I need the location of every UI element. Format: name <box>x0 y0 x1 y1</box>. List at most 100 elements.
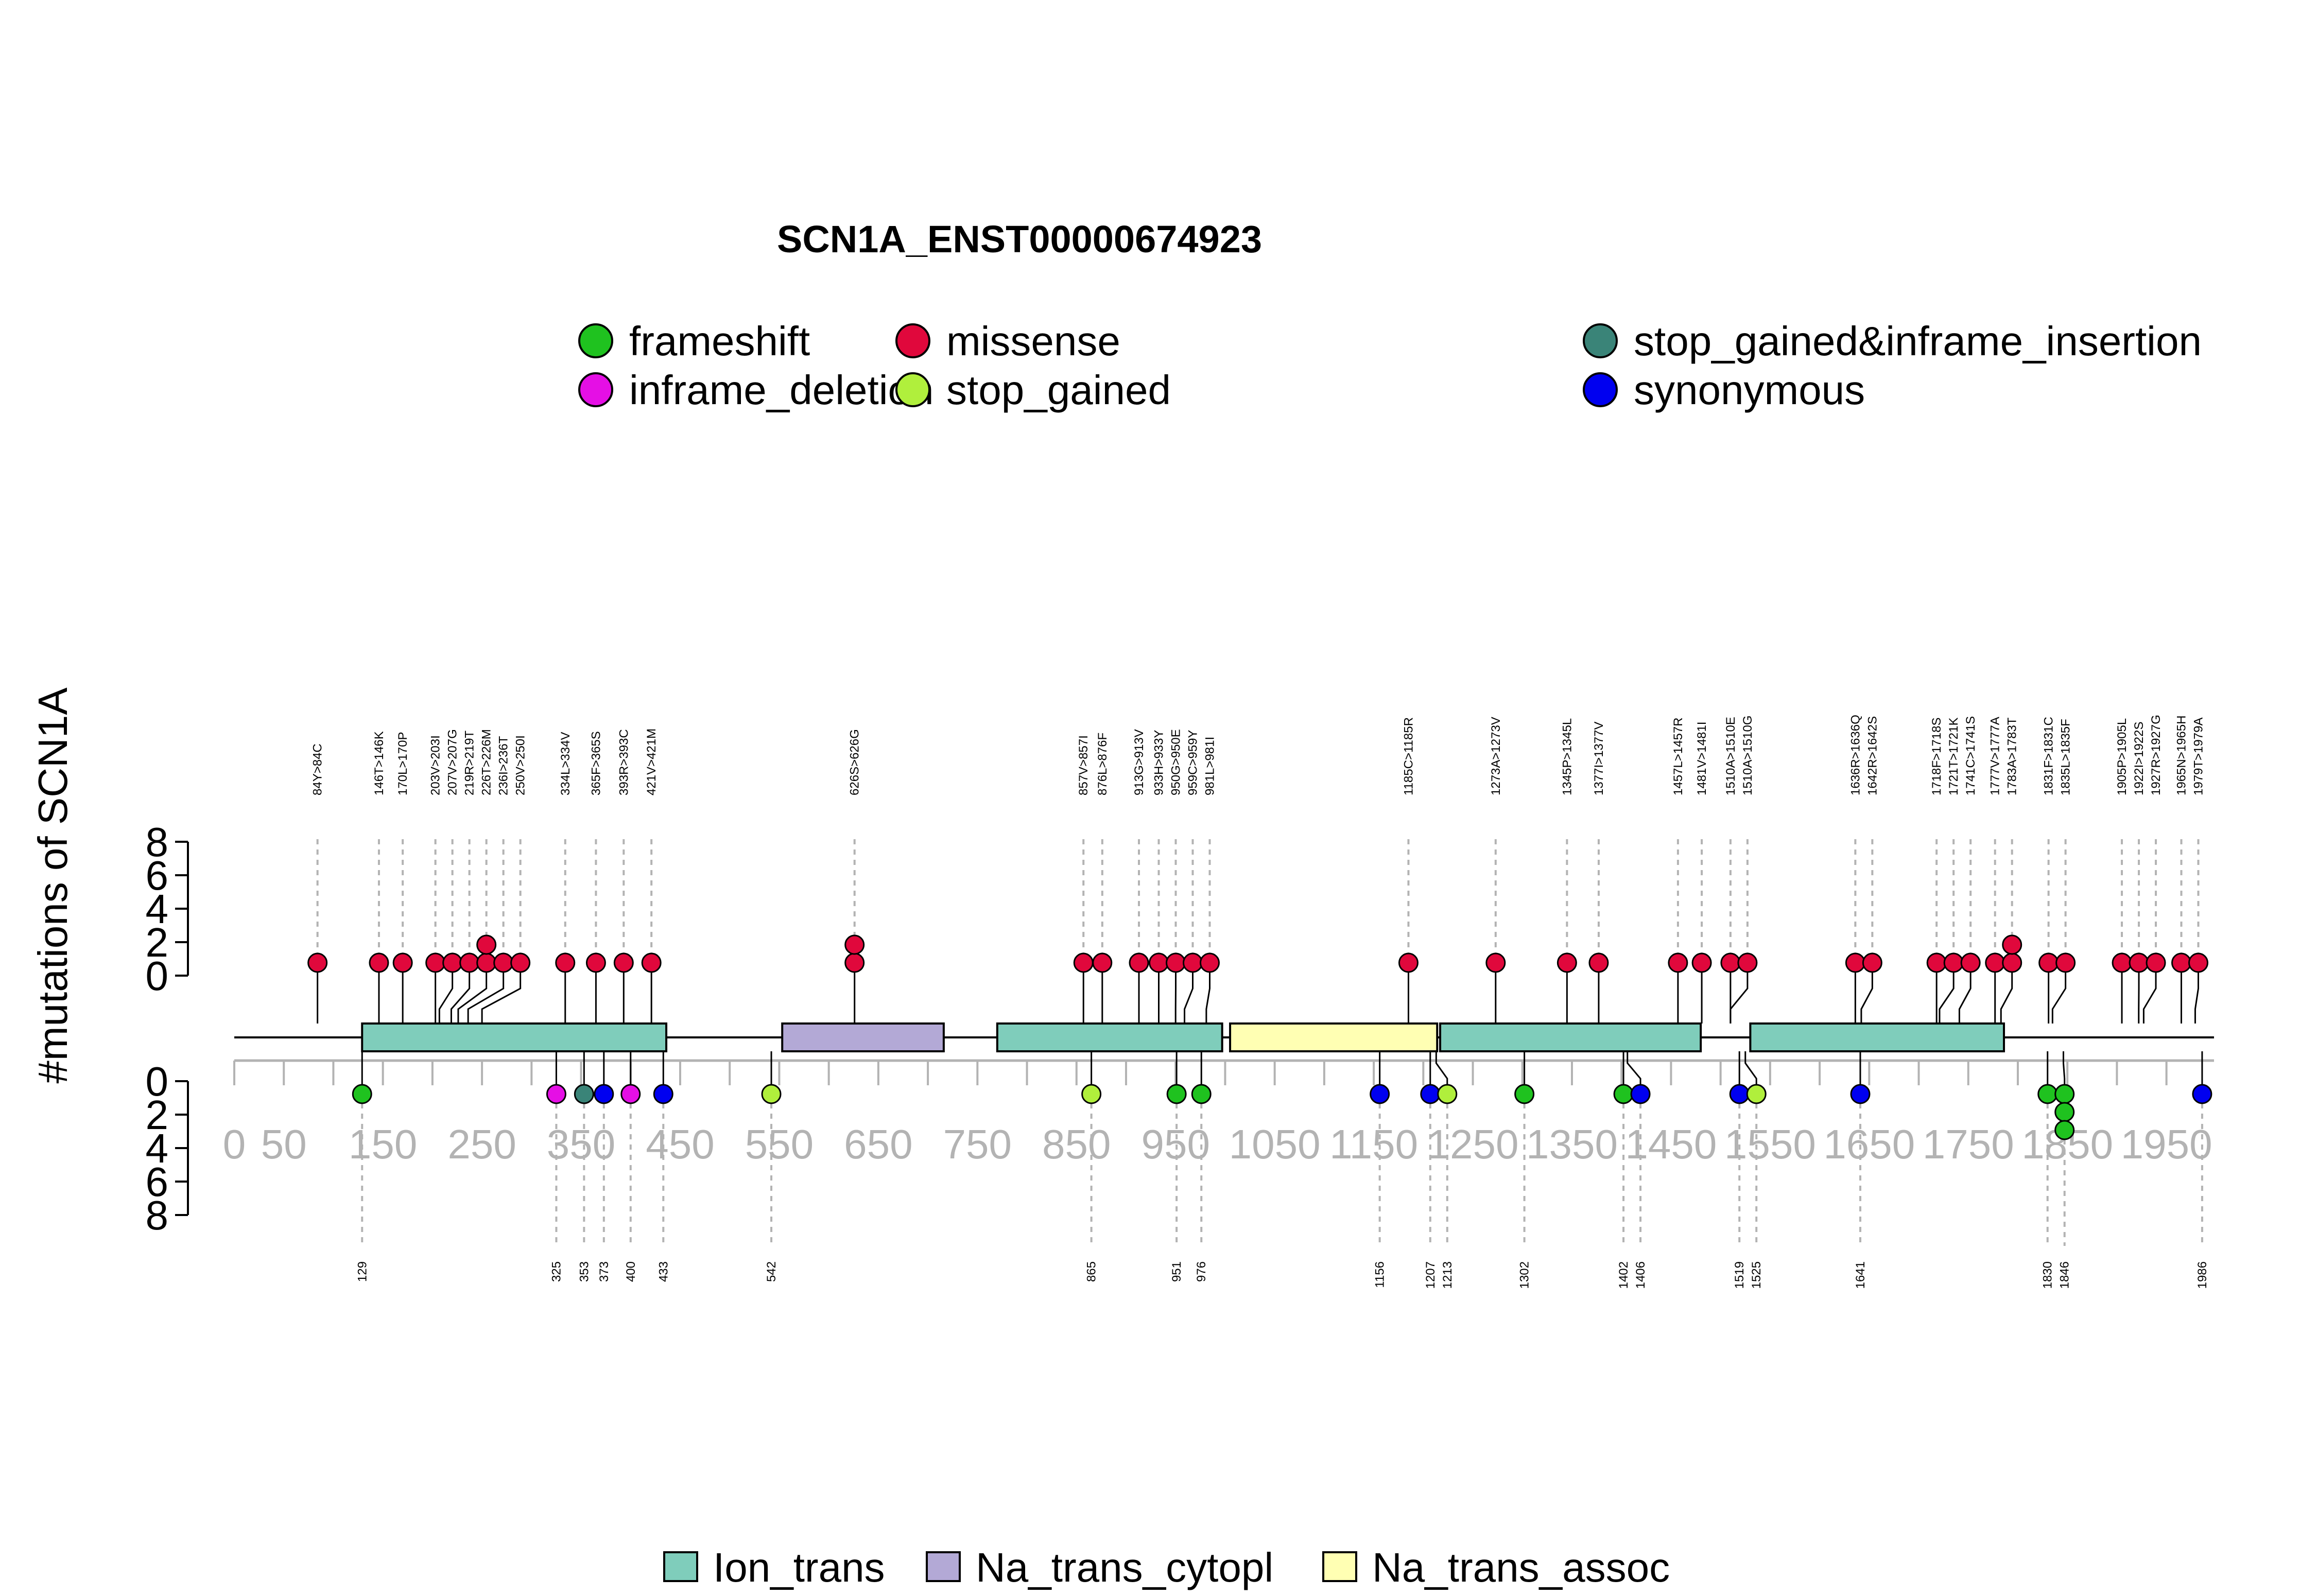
top-stick <box>450 963 471 1023</box>
bottom-mutation-point <box>2037 1084 2058 1104</box>
legend-label-1: inframe_deletion <box>629 367 933 413</box>
top-mutation-label: 421V>421M <box>645 728 659 795</box>
top-stick <box>1939 963 1955 1023</box>
bottom-mutation-label: 1302 <box>1518 1261 1532 1289</box>
top-mutation-label: 1831F>1831C <box>2042 717 2056 795</box>
bottom-mutation-point <box>574 1084 594 1104</box>
x-tick-label: 1750 <box>1923 1121 2014 1167</box>
top-mutation-point <box>1182 952 1203 973</box>
bottom-mutation-point <box>1729 1084 1750 1104</box>
top-mutation-label: 236I>236T <box>497 736 511 795</box>
x-tick-label: 650 <box>844 1121 912 1167</box>
top-mutation-label: 219R>219T <box>463 731 477 795</box>
bottom-mutation-label: 1846 <box>2058 1261 2072 1289</box>
bottom-mutation-point <box>1850 1084 1871 1104</box>
top-mutation-label: 365F>365S <box>589 731 603 795</box>
top-stick <box>2194 963 2199 1023</box>
top-mutation-label: 393R>393C <box>617 729 631 795</box>
top-mutation-point <box>1148 952 1169 973</box>
top-mutation-label: 1979T>1979A <box>2191 718 2205 795</box>
top-mutation-label: 203V>203I <box>429 735 443 795</box>
bottom-mutation-label: 1641 <box>1854 1261 1868 1289</box>
domain-ion_trans-2 <box>996 1022 1223 1052</box>
bottom-mutation-point <box>546 1084 566 1104</box>
domain-na_trans_assoc-3 <box>1229 1022 1439 1052</box>
legend-label-4: stop_gained&inframe_insertion <box>1634 318 2202 364</box>
legend-swatch-5 <box>1583 372 1618 407</box>
bottom-mutation-label: 1213 <box>1441 1261 1455 1289</box>
top-mutation-point <box>2002 934 2022 955</box>
top-mutation-point <box>1668 952 1688 973</box>
top-mutation-point <box>1943 952 1964 973</box>
bottom-mutation-label: 433 <box>656 1261 670 1282</box>
top-stick <box>481 963 522 1023</box>
y-tick-label-upper: 8 <box>146 819 169 865</box>
bottom-mutation-point <box>1514 1084 1535 1104</box>
top-mutation-point <box>307 952 328 973</box>
bottom-mutation-point <box>2192 1084 2212 1104</box>
top-mutation-label: 207V>207G <box>446 729 460 795</box>
top-mutation-label: 1783A>1783T <box>2005 717 2019 795</box>
top-mutation-point <box>844 934 865 955</box>
top-mutation-label: 1642R>1642S <box>1865 716 1879 795</box>
bottom-mutation-point <box>1613 1084 1634 1104</box>
top-mutation-label: 84Y>84C <box>311 743 325 795</box>
x-tick-label: 750 <box>943 1121 1012 1167</box>
y-tick-label-upper: 4 <box>146 886 169 932</box>
top-mutation-point <box>1129 952 1149 973</box>
top-mutation-point <box>392 952 413 973</box>
top-mutation-label: 1777V>1777A <box>1989 717 2002 795</box>
legend-swatch-2 <box>895 323 930 358</box>
domain-legend-label-0: Ion_trans <box>713 1545 885 1590</box>
bottom-mutation-point <box>1370 1084 1390 1104</box>
top-mutation-label: 1721T>1721K <box>1947 718 1961 795</box>
domain-legend-swatch-1 <box>926 1551 961 1582</box>
top-mutation-label: 226T>226M <box>480 729 494 795</box>
top-stick <box>438 963 454 1023</box>
legend-label-2: missense <box>946 318 1120 364</box>
top-stick <box>1730 963 1749 1023</box>
top-mutation-label: 1510A>1510G <box>1741 716 1755 795</box>
top-mutation-label: 1636R>1636Q <box>1848 715 1862 795</box>
position-axis: 0 50 150 250 350 450 550 650 750 850 950 1050 1150 12… <box>223 1059 2214 1167</box>
top-mutation-point <box>613 952 634 973</box>
domain-legend: Ion_trans Na_trans_cytopl Na_trans_assoc <box>663 1545 1670 1590</box>
top-mutation-point <box>1588 952 1609 973</box>
mutation-type-legend: frameshiftinframe_deletionmissensestop_g… <box>578 318 2202 413</box>
top-mutation-label: 876L>876F <box>1096 733 1110 795</box>
top-mutation-point <box>476 934 497 955</box>
bottom-mutation-point <box>1437 1084 1458 1104</box>
y-tick-label-lower: 2 <box>146 1092 169 1138</box>
top-mutation-label: 170L>170P <box>396 732 410 795</box>
bottom-mutation-point <box>1746 1084 1767 1104</box>
x-tick-label: 950 <box>1141 1121 1209 1167</box>
top-stick <box>1860 963 1873 1023</box>
top-mutation-label: 1965N>1965H <box>2174 716 2188 795</box>
top-mutation-point <box>1845 952 1865 973</box>
top-mutation-label: 1927R>1927G <box>2149 715 2163 795</box>
top-mutation-point <box>1862 952 1882 973</box>
bottom-mutation-label: 353 <box>577 1261 591 1282</box>
bottom-mutation-point <box>594 1084 614 1104</box>
bottom-mutation-label: 1207 <box>1424 1261 1438 1289</box>
domain-ion_trans-4 <box>1439 1022 1702 1052</box>
top-mutation-label: 626S>626G <box>848 729 862 795</box>
top-mutation-point <box>1691 952 1712 973</box>
top-mutation-label: 959C>959Y <box>1186 730 1200 795</box>
x-tick-label: 50 <box>261 1121 307 1167</box>
bottom-mutation-label: 1519 <box>1733 1261 1747 1289</box>
legend-swatch-1 <box>578 372 613 407</box>
chart-title: SCN1A_ENST00000674923 <box>777 218 1262 261</box>
top-stick <box>2051 963 2067 1023</box>
bottom-mutation-label: 1986 <box>2195 1261 2209 1289</box>
y-tick-label-upper: 6 <box>146 853 169 898</box>
top-mutation-label: 1185C>1185R <box>1402 717 1415 795</box>
top-mutation-point <box>2002 952 2022 973</box>
protein-domains <box>361 1022 2005 1052</box>
top-stick <box>2142 963 2157 1023</box>
top-mutation-label: 250V>250I <box>514 735 528 795</box>
domain-legend-label-1: Na_trans_cytopl <box>976 1545 1273 1590</box>
top-mutation-label: 933H>933Y <box>1152 730 1166 795</box>
bottom-mutation-label: 325 <box>549 1261 563 1282</box>
